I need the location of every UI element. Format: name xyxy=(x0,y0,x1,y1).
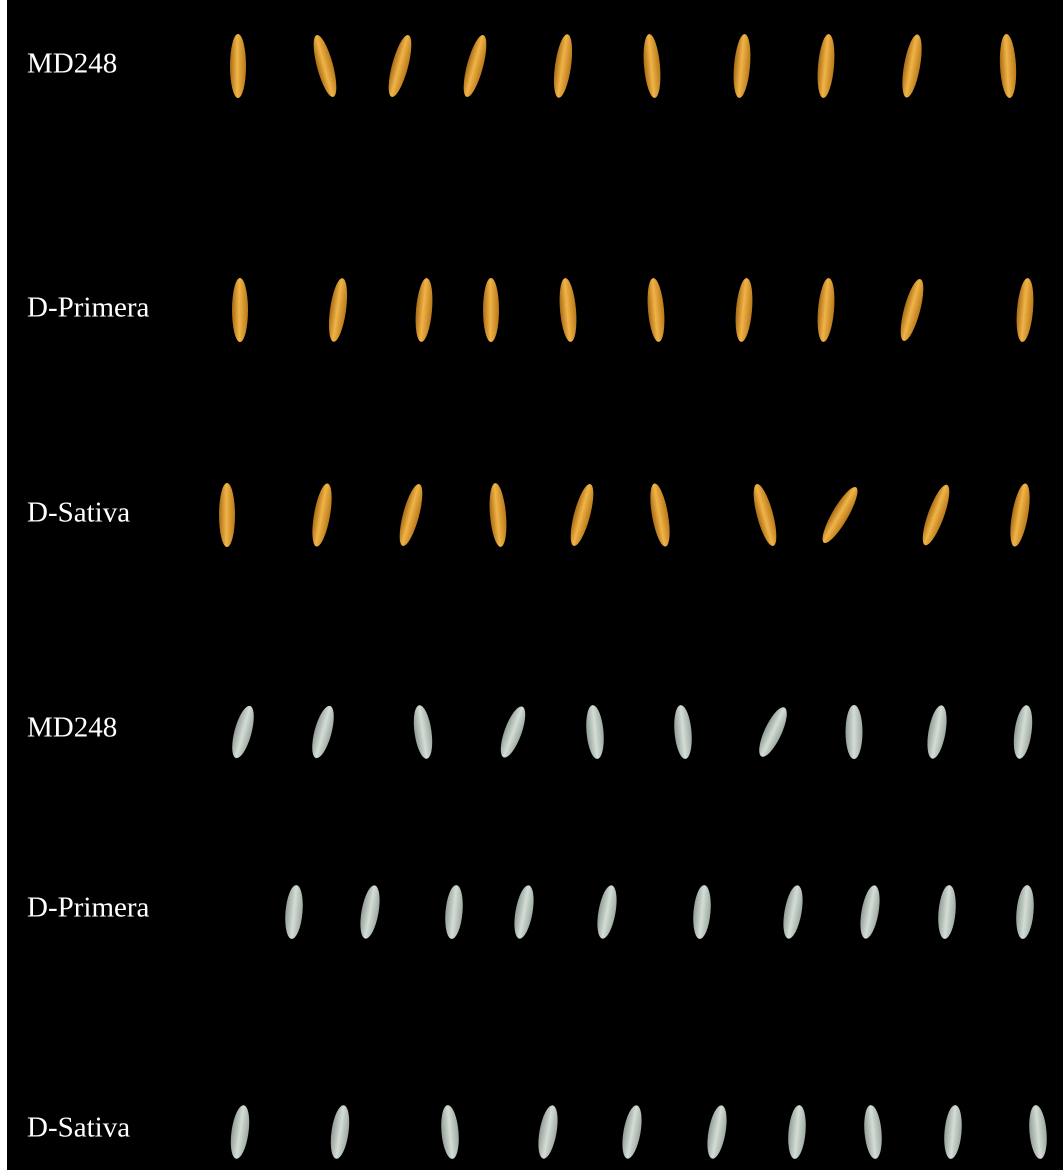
rice-grain xyxy=(232,278,248,342)
rice-grain xyxy=(846,705,863,759)
photo: MD248 D-Primera D-Sativa MD248 D-Primera D-Sa… xyxy=(0,0,1063,1170)
rice-grain xyxy=(230,34,246,98)
row-label: MD248 xyxy=(27,712,117,744)
background xyxy=(0,0,1063,1170)
left-edge xyxy=(0,0,7,1170)
rice-grain xyxy=(219,483,235,547)
row-label: MD248 xyxy=(27,48,117,80)
row-label: D-Sativa xyxy=(27,1112,130,1144)
page: MD248 D-Primera D-Sativa MD248 D-Primera D-Sa… xyxy=(0,0,1063,1170)
row-label: D-Primera xyxy=(27,892,150,924)
rice-grain xyxy=(483,278,499,342)
row-label: D-Primera xyxy=(27,292,150,324)
row-label: D-Sativa xyxy=(27,497,130,529)
